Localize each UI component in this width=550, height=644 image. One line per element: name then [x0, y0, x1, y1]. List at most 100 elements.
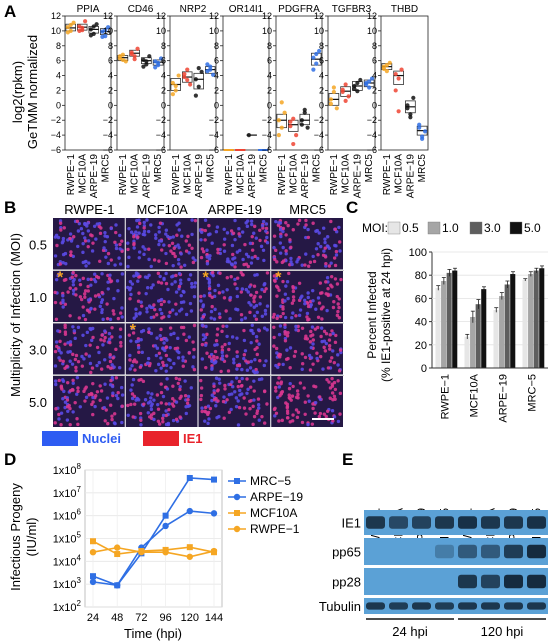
y-tick-label: 10 — [314, 26, 324, 36]
y-tick-base: 1x10 — [53, 465, 77, 477]
cell-nucleus — [93, 404, 97, 409]
cell-nucleus — [100, 272, 104, 276]
x-category-label: RWPE−1 — [440, 374, 452, 419]
cell-nucleus — [82, 357, 86, 361]
cell-nucleus — [68, 359, 72, 363]
data-point — [80, 25, 85, 31]
cell-nucleus — [242, 356, 246, 361]
cell-nucleus — [138, 311, 142, 315]
data-point — [173, 88, 178, 93]
cell-nucleus — [80, 364, 85, 368]
cell-nucleus — [335, 294, 339, 299]
row-label: 3.0 — [29, 342, 47, 357]
cell-nucleus — [327, 264, 332, 268]
cell-nucleus — [249, 293, 253, 297]
cell-nucleus — [311, 338, 316, 342]
cell-nucleus — [99, 367, 104, 371]
cell-nucleus — [75, 416, 79, 421]
y-tick-label: −2 — [103, 115, 113, 125]
cell-nucleus — [191, 340, 195, 344]
x-category-label: RWPE−1 — [382, 154, 393, 196]
cell-nucleus — [74, 273, 78, 278]
cell-nucleus — [136, 346, 141, 350]
cell-nucleus — [200, 406, 204, 410]
cell-nucleus — [160, 311, 164, 316]
cell-nucleus — [74, 369, 78, 373]
cell-nucleus — [265, 240, 270, 245]
micrograph-tile — [198, 218, 271, 270]
data-marker — [90, 573, 96, 580]
cell-nucleus — [146, 356, 151, 361]
y-tick-label: 0 — [372, 100, 377, 110]
cell-nucleus — [86, 284, 90, 289]
cell-nucleus — [326, 293, 330, 298]
cell-nucleus — [263, 308, 268, 313]
cell-nucleus — [215, 333, 219, 337]
cell-nucleus — [278, 355, 282, 359]
cell-nucleus — [309, 356, 314, 360]
cell-nucleus — [279, 392, 284, 396]
row-label: 5.0 — [29, 395, 47, 410]
cell-nucleus — [100, 310, 104, 315]
cell-nucleus — [68, 286, 72, 290]
cell-nucleus — [186, 398, 190, 402]
cell-nucleus — [265, 328, 269, 332]
cell-nucleus — [111, 391, 115, 395]
cell-nucleus — [71, 254, 76, 259]
data-point — [299, 122, 304, 127]
data-point — [343, 82, 348, 87]
cell-nucleus — [264, 359, 268, 363]
cell-nucleus — [227, 347, 231, 352]
cell-nucleus — [296, 396, 300, 400]
cell-nucleus — [114, 223, 118, 227]
cell-nucleus — [255, 409, 260, 413]
cell-nucleus — [233, 390, 237, 394]
cell-nucleus — [109, 279, 114, 283]
cell-nucleus — [118, 311, 123, 315]
cell-nucleus — [260, 287, 264, 292]
cell-nucleus — [295, 415, 300, 420]
cell-nucleus — [177, 245, 181, 250]
cell-nucleus — [128, 297, 132, 301]
cell-nucleus — [286, 331, 290, 335]
x-tick-label: 48 — [111, 612, 123, 624]
panel-a-ylabel-2: GeTMM normalized — [25, 35, 40, 149]
cell-nucleus — [158, 334, 162, 338]
cell-nucleus — [313, 411, 317, 415]
cell-nucleus — [200, 342, 205, 347]
cell-nucleus — [225, 231, 230, 235]
cell-nucleus — [71, 410, 75, 414]
cell-nucleus — [243, 242, 247, 247]
cell-nucleus — [126, 285, 130, 290]
cell-nucleus — [118, 335, 123, 339]
cell-nucleus — [71, 283, 76, 287]
cell-nucleus — [199, 299, 203, 303]
cell-nucleus — [74, 293, 78, 297]
cell-nucleus — [319, 326, 324, 330]
cell-nucleus — [305, 337, 310, 341]
cell-nucleus — [177, 377, 182, 382]
y-tick-label: 10 — [209, 26, 219, 36]
cell-nucleus — [152, 398, 156, 402]
cell-nucleus — [86, 239, 91, 243]
cell-nucleus — [248, 310, 252, 315]
cell-nucleus — [181, 358, 185, 363]
cell-nucleus — [260, 414, 264, 419]
cell-nucleus — [54, 317, 59, 322]
data-point — [185, 67, 190, 72]
x-category-label: MCF10A — [288, 154, 299, 194]
cell-nucleus — [142, 220, 146, 225]
cell-nucleus — [86, 221, 90, 225]
cell-nucleus — [128, 353, 132, 358]
cell-nucleus — [131, 331, 136, 335]
data-point — [314, 61, 319, 66]
cell-nucleus — [156, 362, 161, 367]
cell-nucleus — [240, 287, 245, 291]
cell-nucleus — [318, 291, 323, 295]
cell-nucleus — [54, 407, 58, 411]
data-point — [77, 28, 82, 33]
cell-nucleus — [58, 339, 62, 344]
cell-nucleus — [330, 376, 334, 381]
cell-nucleus — [108, 366, 113, 370]
cell-nucleus — [149, 286, 154, 290]
